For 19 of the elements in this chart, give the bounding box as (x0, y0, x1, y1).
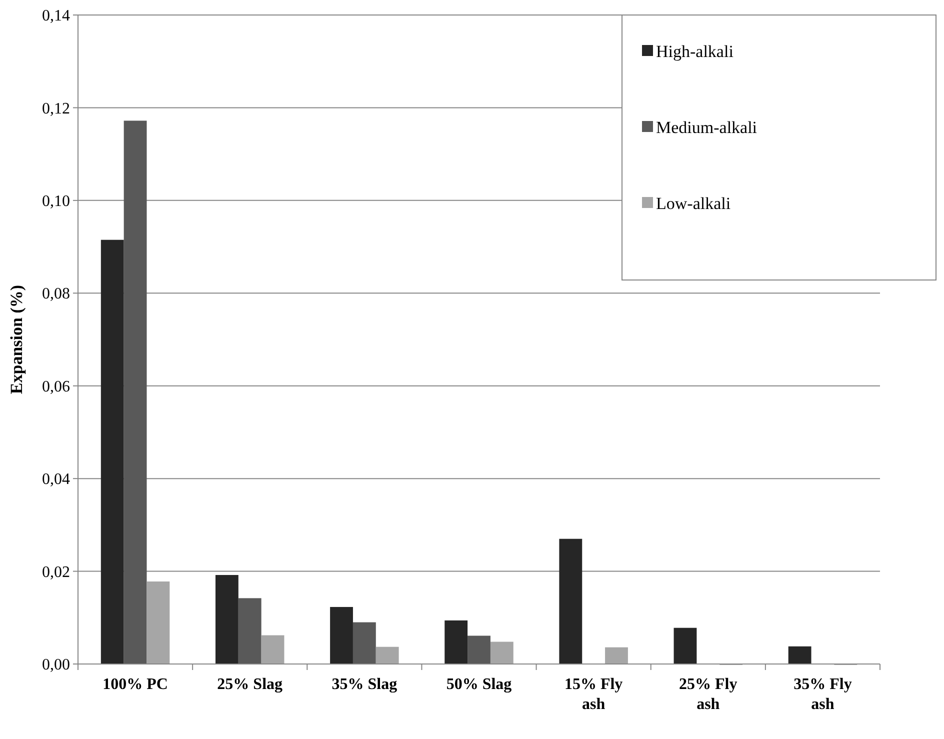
y-tick-label: 0,04 (42, 471, 70, 488)
x-tick-label: 15% Fly ash (564, 676, 623, 713)
x-tick-label: 50% Slag (446, 676, 512, 693)
y-tick-label: 0,00 (42, 656, 70, 674)
y-tick-label: 0,10 (42, 193, 70, 210)
y-tick-label: 0,08 (42, 286, 70, 303)
legend-label: Low-alkali (656, 194, 731, 213)
x-tick-label: 35% Slag (332, 676, 398, 693)
x-tick-label: 25% Fly ash (679, 676, 738, 713)
y-tick-label: 0,02 (42, 564, 70, 581)
y-tick-label: 0,14 (42, 8, 70, 25)
x-tick-label: 100% PC (102, 676, 168, 693)
x-tick-label: 25% Slag (217, 676, 283, 693)
y-tick-label: 0,12 (42, 100, 70, 118)
legend-label: High-alkali (656, 42, 734, 61)
y-tick-label: 0,06 (42, 378, 70, 396)
y-axis-title: Expansion (%) (7, 284, 26, 394)
x-tick-label: 35% Fly ash (794, 676, 852, 713)
legend-label: Medium-alkali (656, 118, 758, 137)
